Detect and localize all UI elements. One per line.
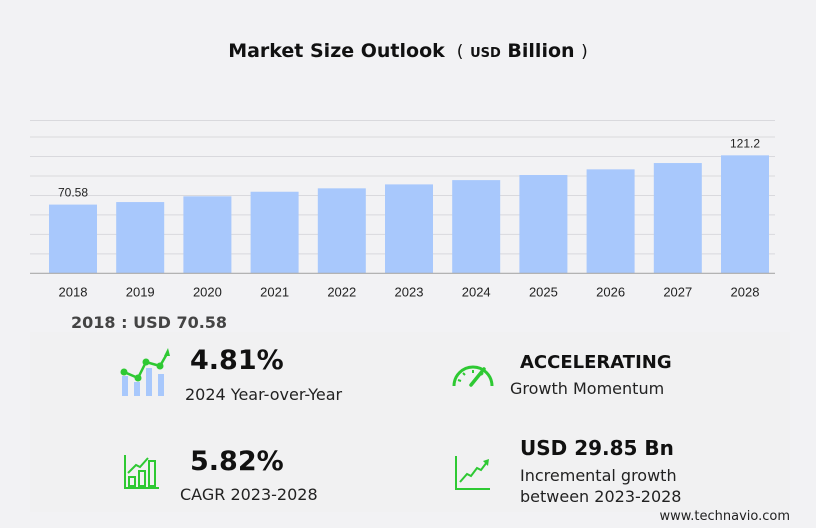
- x-tick-label: 2018: [59, 284, 88, 299]
- x-tick-label: 2023: [395, 284, 424, 299]
- x-tick-label: 2026: [596, 284, 625, 299]
- incremental-label-1: Incremental growth: [520, 466, 677, 485]
- yoy-value: 4.81%: [190, 345, 284, 376]
- bar-chart-growth-icon: [124, 455, 159, 489]
- bar-2025: [519, 175, 568, 274]
- bar-2022: [317, 188, 366, 274]
- bar-2019: [116, 202, 165, 274]
- speedometer-icon: [452, 365, 494, 387]
- kpi-panel: [30, 332, 790, 512]
- line-chart-up-icon: [455, 456, 490, 490]
- footer-url: www.technavio.com: [659, 509, 790, 524]
- yoy-label: 2024 Year-over-Year: [185, 385, 343, 404]
- bar-2018: [49, 204, 97, 274]
- x-tick-label: 2028: [731, 284, 760, 299]
- x-tick-label: 2020: [193, 284, 222, 299]
- x-tick-label: 2027: [663, 284, 692, 299]
- bar-2020: [183, 196, 232, 274]
- incremental-value: USD 29.85 Bn: [520, 436, 674, 460]
- title-text: Market Size Outlook: [228, 40, 445, 62]
- bar-2028: [721, 155, 769, 274]
- bar-2026: [586, 169, 635, 274]
- bar-2027: [653, 163, 702, 274]
- chart-title: Market Size Outlook ( USD Billion ): [228, 40, 588, 62]
- momentum-value: ACCELERATING: [520, 352, 672, 373]
- bar-line-growth-icon: [120, 348, 170, 396]
- cagr-value: 5.82%: [190, 446, 284, 477]
- bar-2024: [452, 180, 501, 274]
- x-tick-label: 2021: [260, 284, 289, 299]
- x-tick-label: 2019: [126, 284, 155, 299]
- title-unit-suffix: Billion: [507, 40, 575, 62]
- x-tick-label: 2025: [529, 284, 558, 299]
- bar-2023: [385, 184, 433, 274]
- data-label: 121.2: [730, 136, 760, 150]
- x-tick-label: 2022: [327, 284, 356, 299]
- cagr-label: CAGR 2023-2028: [180, 485, 318, 504]
- bar-chart: 2018 70.58 2019 2020 2021 2022 2023 2024 2025 202…: [30, 120, 775, 299]
- data-label: 70.58: [58, 186, 88, 200]
- title-unit-prefix: USD: [470, 46, 501, 61]
- x-tick-label: 2024: [462, 284, 491, 299]
- incremental-label-2: between 2023-2028: [520, 487, 682, 506]
- bar-2021: [250, 191, 299, 274]
- headline-value: 2018 : USD 70.58: [71, 313, 228, 332]
- momentum-label: Growth Momentum: [510, 379, 665, 398]
